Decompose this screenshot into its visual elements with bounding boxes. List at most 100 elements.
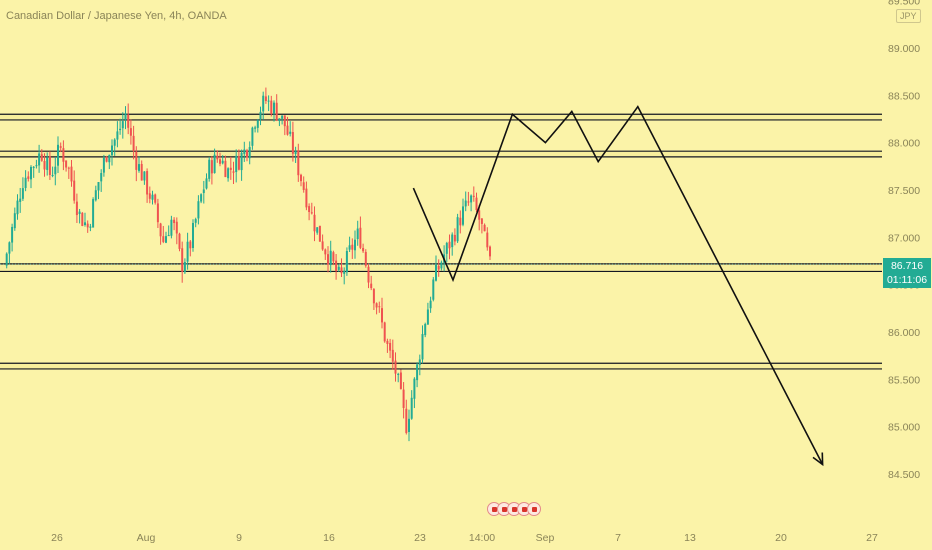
candle-body: [8, 242, 11, 254]
candle-body: [154, 194, 157, 203]
candle-body: [435, 264, 437, 281]
time-tick-label: 16: [323, 532, 335, 544]
last-price-value: 86.716: [890, 260, 924, 272]
candle-body: [243, 149, 246, 154]
candle-body: [483, 224, 486, 232]
candle-body: [480, 218, 483, 224]
candle-body: [291, 132, 294, 154]
candle-body: [426, 309, 429, 325]
candle-body: [46, 157, 49, 170]
time-tick-label: Aug: [137, 532, 156, 544]
time-tick-label: 20: [775, 532, 787, 544]
candle-body: [40, 154, 43, 161]
candle-body: [181, 248, 184, 272]
candle-body: [119, 128, 122, 131]
candle-body: [227, 168, 230, 179]
candle-body: [448, 241, 451, 249]
economic-events-strip[interactable]: [487, 502, 541, 518]
candle-body: [19, 198, 22, 202]
candle-body: [359, 227, 362, 248]
candle-body: [327, 254, 329, 265]
candle-body: [364, 251, 367, 266]
candle-body: [43, 161, 46, 170]
candle-body: [378, 306, 381, 308]
symbol-title[interactable]: Canadian Dollar / Japanese Yen, 4h, OAND…: [6, 10, 227, 22]
candle-body: [224, 160, 227, 178]
candle-body: [413, 378, 416, 399]
candle-body: [275, 102, 278, 121]
time-tick-label: 26: [51, 532, 63, 544]
candle-body: [313, 214, 316, 232]
candle-body: [70, 166, 73, 182]
candle-body: [102, 157, 105, 173]
projection-arrowhead: [812, 452, 824, 467]
candle-body: [337, 266, 340, 270]
candle-body: [254, 127, 257, 129]
currency-badge[interactable]: JPY: [896, 9, 921, 23]
candle-body: [113, 139, 116, 146]
candle-body: [165, 236, 167, 243]
candle-body: [386, 340, 389, 344]
candle-body: [21, 188, 24, 199]
bar-countdown: 01:11:06: [886, 274, 928, 286]
candle-body: [11, 226, 14, 243]
candle-body: [453, 234, 456, 242]
candle-body: [143, 171, 146, 181]
candle-body: [27, 176, 30, 179]
candle-body: [57, 144, 59, 166]
candle-body: [478, 210, 481, 220]
time-tick-label: 9: [236, 532, 242, 544]
candle-body: [246, 150, 248, 158]
candle-body: [197, 201, 200, 219]
candle-body: [259, 111, 262, 120]
candle-body: [35, 165, 38, 167]
candle-body: [156, 203, 159, 223]
candle-body: [111, 145, 113, 156]
candle-body: [81, 212, 84, 226]
candle-body: [32, 166, 35, 168]
candle-body: [237, 156, 240, 170]
candle-body: [273, 102, 275, 114]
candle-body: [329, 250, 332, 266]
projection-path-drawing[interactable]: [412, 105, 824, 467]
candle-body: [445, 242, 448, 254]
price-zone-lines[interactable]: [0, 113, 882, 370]
candle-body: [94, 190, 97, 201]
candle-body: [416, 364, 419, 381]
candle-body: [162, 236, 165, 242]
candle-body: [340, 267, 343, 274]
projection-path-line[interactable]: [412, 105, 824, 465]
candle-body: [308, 206, 311, 213]
candle-body: [332, 252, 335, 262]
candle-body: [200, 194, 203, 202]
canada-flag-event-icon[interactable]: [527, 502, 541, 516]
price-tick-label: 86.000: [888, 327, 920, 339]
price-tick-label: 88.000: [888, 138, 920, 150]
candle-body: [84, 222, 86, 225]
candle-body: [183, 261, 186, 273]
candle-body: [389, 342, 392, 351]
candle-body: [286, 125, 289, 135]
candle-body: [89, 226, 92, 228]
candle-body: [205, 178, 208, 189]
candlesticks: [5, 87, 491, 442]
candle-body: [189, 241, 192, 249]
candle-body: [348, 245, 351, 250]
candle-body: [424, 324, 427, 336]
candle-body: [235, 155, 238, 173]
candle-body: [456, 217, 459, 242]
candle-body: [383, 322, 386, 342]
candle-body: [381, 308, 383, 323]
candle-body: [178, 233, 181, 249]
candle-body: [354, 239, 356, 251]
candle-body: [318, 225, 321, 242]
time-axis[interactable]: 26 Aug 9 16 23 14:00 Sep 7 13 20 27: [51, 532, 878, 544]
candle-body: [278, 118, 281, 121]
candle-body: [300, 174, 302, 182]
candle-body: [159, 223, 162, 237]
price-axis[interactable]: 84.50085.00085.50086.00086.50087.00087.5…: [888, 0, 920, 481]
candle-body: [48, 156, 51, 175]
candle-body: [5, 253, 8, 266]
candle-body: [267, 100, 270, 102]
